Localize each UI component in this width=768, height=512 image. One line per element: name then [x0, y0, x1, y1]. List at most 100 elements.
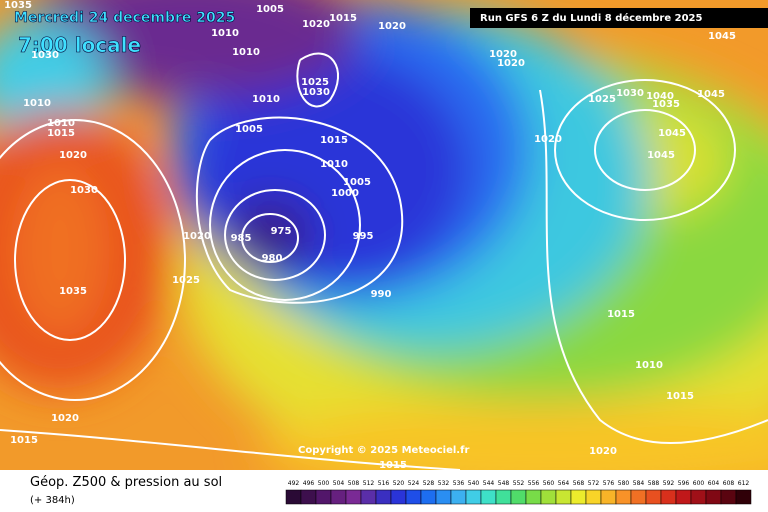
- isobar-label: 1005: [256, 4, 284, 15]
- scale-label: 608: [723, 480, 735, 487]
- scale-label: 584: [633, 480, 645, 487]
- scale-swatch: [285, 489, 302, 505]
- isobar-label: 985: [231, 233, 252, 244]
- scale-label: 536: [453, 480, 465, 487]
- scale-swatch: [315, 489, 332, 505]
- isobar-label: 1030: [70, 185, 98, 196]
- isobar-label: 1025: [588, 94, 616, 105]
- isobar-label: 1035: [4, 0, 32, 11]
- run-info: Run GFS 6 Z du Lundi 8 décembre 2025: [480, 12, 702, 24]
- scale-swatch: [585, 489, 602, 505]
- isobar-label: 1010: [252, 94, 280, 105]
- field: [0, 0, 768, 500]
- scale-label: 592: [663, 480, 675, 487]
- isobar-label: 995: [353, 231, 374, 242]
- isobar-label: 1030: [616, 88, 644, 99]
- scale-label: 540: [468, 480, 480, 487]
- footer-lead: (+ 384h): [30, 495, 75, 506]
- scale-swatch: [615, 489, 632, 505]
- scale-label: 520: [393, 480, 405, 487]
- scale-swatch: [390, 489, 407, 505]
- copyright: Copyright © 2025 Meteociel.fr: [298, 445, 469, 456]
- scale-label: 580: [618, 480, 630, 487]
- color-scale: 492 496 500 504 508 512 516 520 524 528 532 536 540 5…: [285, 480, 752, 505]
- scale-label: 512: [363, 480, 375, 487]
- scale-swatch: [630, 489, 647, 505]
- scale-swatch: [375, 489, 392, 505]
- isobar-lines: [0, 52, 768, 471]
- isobar-label: 1045: [708, 31, 736, 42]
- scale-swatch: [465, 489, 482, 505]
- isobar-label: 1035: [652, 99, 680, 110]
- scale-swatch: [705, 489, 722, 505]
- isobar-label: 1040: [646, 91, 674, 102]
- scale-label: 560: [543, 480, 555, 487]
- scale-label: 516: [378, 480, 390, 487]
- scale-label: 508: [348, 480, 360, 487]
- isobar-label: 1010: [23, 98, 51, 109]
- scale-swatch: [420, 489, 437, 505]
- isobar-label: 1045: [697, 89, 725, 100]
- scale-label: 532: [438, 480, 450, 487]
- isobar-label: 1020: [183, 231, 211, 242]
- scale-label: 612: [738, 480, 750, 487]
- scale-swatch: [330, 489, 347, 505]
- isobar-label: 1020: [59, 150, 87, 161]
- isobar-label: 1015: [666, 391, 694, 402]
- scale-label: 572: [588, 480, 600, 487]
- scale-swatch: [360, 489, 377, 505]
- isobar-label: 1015: [320, 135, 348, 146]
- isobar-label: 1015: [329, 13, 357, 24]
- time: 7:00 locale: [18, 33, 141, 57]
- scale-label: 528: [423, 480, 435, 487]
- scale-swatch: [480, 489, 497, 505]
- isobar-label: 1045: [647, 150, 675, 161]
- scale-label: 496: [303, 480, 315, 487]
- isobar-label: 1010: [635, 360, 663, 371]
- scale-swatch: [405, 489, 422, 505]
- isobar-label: 1020: [534, 134, 562, 145]
- scale-swatch: [450, 489, 467, 505]
- isobar-label: 975: [271, 226, 292, 237]
- isobar-label: 1000: [331, 188, 359, 199]
- isobar-label: 1005: [343, 177, 371, 188]
- scale-label: 604: [708, 480, 720, 487]
- isobar-label: 1015: [47, 128, 75, 139]
- isobar-label: 1020: [589, 446, 617, 457]
- isobar-label: 1045: [658, 128, 686, 139]
- scale-swatch: [645, 489, 662, 505]
- scale-label: 548: [498, 480, 510, 487]
- isobar-label: 990: [371, 289, 392, 300]
- scale-label: 576: [603, 480, 615, 487]
- isobar-label: 1025: [172, 275, 200, 286]
- scale-swatch: [300, 489, 317, 505]
- isobar-label: 1020: [378, 21, 406, 32]
- scale-label: 596: [678, 480, 690, 487]
- scale-swatch: [555, 489, 572, 505]
- scale-swatch: [345, 489, 362, 505]
- isobar-label: 1010: [211, 28, 239, 39]
- scale-label: 600: [693, 480, 705, 487]
- isobar-label: 1015: [607, 309, 635, 320]
- scale-label: 524: [408, 480, 420, 487]
- isobar-label: 1020: [51, 413, 79, 424]
- isobar-label: 1020: [489, 49, 517, 60]
- scale-swatch: [690, 489, 707, 505]
- scale-label: 588: [648, 480, 660, 487]
- scale-swatch: [540, 489, 557, 505]
- isobar-label: 1010: [320, 159, 348, 170]
- isobar-label: 1015: [379, 460, 407, 471]
- scale-label: 544: [483, 480, 495, 487]
- scale-label: 492: [288, 480, 300, 487]
- isobar-label: 1035: [59, 286, 87, 297]
- isobar-label: 1020: [302, 19, 330, 30]
- run-box: [470, 8, 768, 28]
- isobar-label: 980: [262, 253, 283, 264]
- scale-swatch: [435, 489, 452, 505]
- scale-swatch: [675, 489, 692, 505]
- scale-swatch: [510, 489, 527, 505]
- isobar-label: 1010: [47, 118, 75, 129]
- isobar-label: 1025: [301, 77, 329, 88]
